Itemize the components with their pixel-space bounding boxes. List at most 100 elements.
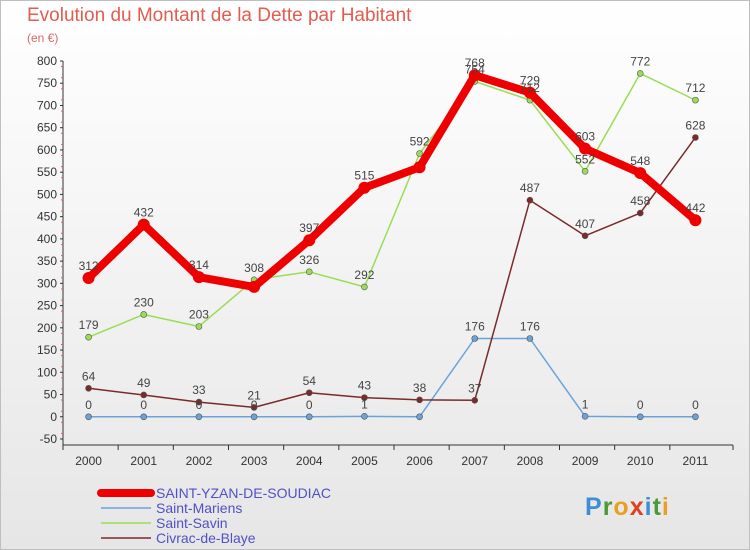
- data-point: [581, 413, 589, 420]
- x-tick-label: 2000: [75, 454, 102, 468]
- series-line: [87, 72, 697, 338]
- y-tick-label: 550: [37, 165, 57, 179]
- data-label: 712: [520, 81, 540, 95]
- data-point: [140, 311, 148, 318]
- data-label: 442: [685, 201, 705, 215]
- y-tick-label: 700: [37, 98, 57, 112]
- data-point: [85, 385, 92, 392]
- data-label: 0: [140, 398, 147, 412]
- data-label: 0: [85, 398, 92, 412]
- data-point: [137, 218, 150, 231]
- data-point: [195, 413, 203, 421]
- series-line: [87, 136, 697, 409]
- data-point: [361, 283, 368, 291]
- y-tick-label: 800: [37, 54, 57, 68]
- x-tick-label: 2010: [627, 454, 654, 468]
- data-point: [416, 413, 423, 421]
- x-tick-label: 2002: [186, 454, 213, 468]
- data-label: 458: [630, 194, 650, 208]
- data-label: 515: [354, 169, 374, 183]
- data-point: [636, 209, 644, 217]
- y-tick-label: 0: [50, 410, 57, 424]
- data-label: 308: [244, 261, 264, 275]
- data-point: [305, 268, 313, 276]
- data-point: [195, 323, 203, 330]
- data-point: [471, 397, 479, 404]
- data-point: [248, 280, 261, 293]
- data-point: [579, 142, 592, 155]
- y-tick-label: 750: [37, 76, 57, 90]
- y-tick-label: -50: [40, 432, 58, 446]
- data-point: [471, 335, 479, 342]
- y-tick-label: 350: [37, 254, 57, 268]
- y-tick-label: 200: [37, 321, 57, 335]
- chart-title: Evolution du Montant de la Dette par Hab…: [27, 5, 412, 26]
- data-label: 592: [410, 134, 430, 148]
- data-point: [358, 181, 371, 194]
- x-tick-label: 2006: [406, 454, 433, 468]
- x-tick-label: 2005: [351, 454, 378, 468]
- data-point: [82, 272, 95, 285]
- y-tick-label: 650: [37, 121, 57, 135]
- data-point: [413, 161, 426, 174]
- data-point: [85, 333, 92, 341]
- legend-label: Saint-Mariens: [156, 500, 242, 516]
- logo-letter: x: [629, 493, 645, 521]
- x-tick-label: 2007: [461, 454, 488, 468]
- data-label: 33: [192, 383, 206, 397]
- data-label: 43: [358, 379, 372, 393]
- legend-label: Saint-Savin: [156, 515, 228, 531]
- data-label: 0: [251, 398, 258, 412]
- data-point: [140, 391, 148, 399]
- legend-label: Civrac-de-Blaye: [156, 530, 256, 546]
- logo-letter: i: [644, 493, 653, 521]
- x-tick-label: 2003: [241, 454, 268, 468]
- y-tick-label: 300: [37, 276, 57, 290]
- series-line: [84, 71, 700, 291]
- data-point: [634, 167, 647, 180]
- data-point: [526, 335, 534, 342]
- data-point: [192, 271, 205, 284]
- x-tick-label: 2008: [517, 454, 544, 468]
- data-point: [526, 196, 534, 204]
- data-label: 54: [303, 374, 317, 388]
- data-label: 176: [465, 319, 485, 333]
- data-point: [692, 96, 699, 104]
- data-point: [692, 134, 699, 141]
- legend-label: SAINT-YZAN-DE-SOUDIAC: [156, 485, 331, 501]
- y-tick-label: 600: [37, 143, 57, 157]
- data-point: [195, 398, 203, 406]
- data-label: 0: [637, 398, 644, 412]
- data-label: 397: [299, 221, 319, 235]
- data-point: [416, 150, 423, 157]
- data-label: 64: [82, 369, 96, 383]
- data-label: 628: [685, 118, 705, 132]
- data-point: [689, 214, 702, 227]
- x-tick-label: 2011: [683, 454, 709, 468]
- data-point: [305, 389, 313, 397]
- series-line: [87, 337, 697, 418]
- logo-letter: r: [602, 493, 614, 521]
- data-point: [303, 234, 316, 247]
- data-label: 314: [189, 258, 209, 272]
- data-label: 1: [361, 397, 368, 411]
- y-tick-label: 250: [37, 299, 57, 313]
- data-point: [361, 413, 368, 420]
- data-label: 1: [582, 397, 589, 411]
- data-point: [361, 394, 368, 401]
- data-label: 0: [306, 398, 313, 412]
- data-point: [250, 404, 258, 411]
- data-label: 754: [465, 62, 485, 76]
- data-point: [581, 167, 589, 175]
- data-point: [523, 86, 536, 99]
- data-label: 292: [354, 268, 374, 282]
- data-label: 603: [575, 130, 595, 144]
- data-label: 312: [79, 259, 99, 273]
- data-point: [636, 70, 644, 77]
- data-point: [305, 413, 313, 421]
- data-point: [416, 396, 423, 404]
- logo-letter: o: [613, 493, 630, 521]
- data-point: [581, 232, 589, 240]
